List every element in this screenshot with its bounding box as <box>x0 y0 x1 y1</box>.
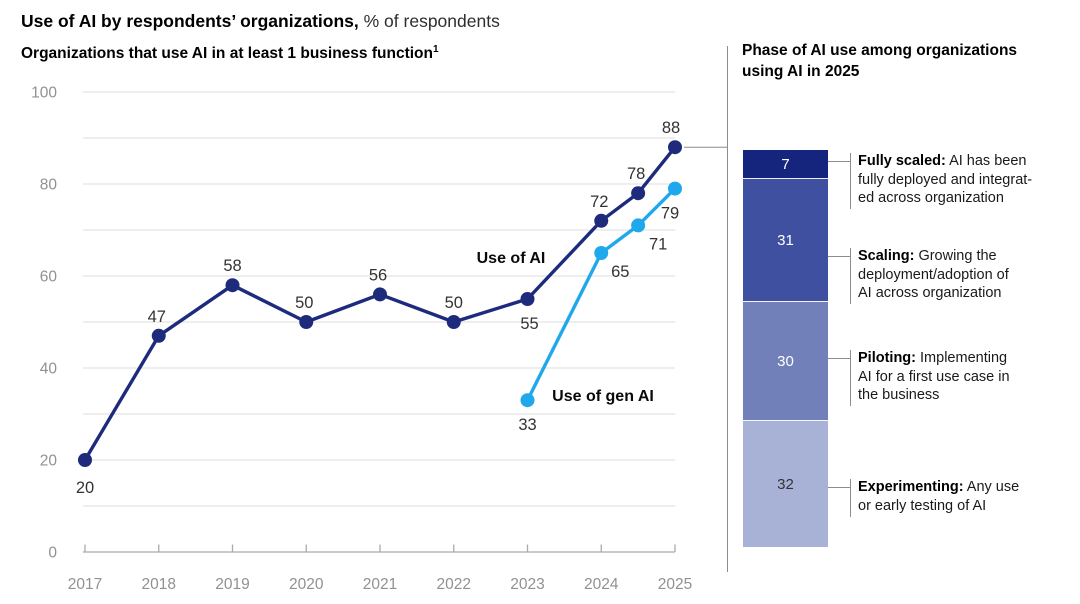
data-point-value-label: 78 <box>627 165 645 183</box>
bar-segment-value: 31 <box>777 231 794 249</box>
x-axis-label: 2017 <box>68 576 102 593</box>
y-axis-label: 100 <box>31 85 57 102</box>
y-axis-label: 40 <box>40 361 58 378</box>
page-title-bold: Use of AI by respondents’ organizations, <box>21 11 359 31</box>
data-point <box>373 287 387 302</box>
data-point-value-label: 65 <box>611 263 629 281</box>
data-point-value-label: 20 <box>76 479 94 497</box>
phase-connector-line <box>828 161 850 162</box>
data-point <box>78 453 92 467</box>
phase-connector-bracket <box>850 153 851 209</box>
bar-segment-scaling: 31 <box>743 178 828 301</box>
bar-segment-piloting: 30 <box>743 301 828 420</box>
line-chart: 0 20 40 60 80 100 2017 2018 2019 2020 2021 2022 2023… <box>31 85 727 593</box>
data-point <box>631 218 646 233</box>
data-point-value-label: 72 <box>590 193 608 211</box>
series-name-label: Use of gen AI <box>552 388 654 405</box>
data-point <box>299 315 314 329</box>
data-point <box>225 278 240 293</box>
y-axis-label: 20 <box>40 453 58 470</box>
page-title: Use of AI by respondents’ organizations,… <box>21 11 500 32</box>
data-point <box>668 181 682 196</box>
phase-connector-bracket <box>850 479 851 517</box>
x-axis-label: 2021 <box>363 576 397 593</box>
y-axis-label: 60 <box>40 269 58 286</box>
bar-segment-value: 32 <box>777 475 794 493</box>
data-point <box>520 292 535 306</box>
phase-connector-line <box>828 487 850 488</box>
x-axis-label: 2024 <box>584 576 619 593</box>
data-point <box>594 213 609 228</box>
y-axis-label: 80 <box>40 177 58 194</box>
x-axis-label: 2018 <box>142 576 176 593</box>
data-point <box>594 246 609 260</box>
data-point-value-label: 50 <box>295 294 313 312</box>
data-point <box>631 186 646 201</box>
x-axis-label: 2020 <box>289 576 324 593</box>
bar-segment-value: 7 <box>781 155 790 173</box>
panel-divider-line <box>727 46 728 572</box>
phase-connector-bracket <box>850 248 851 304</box>
data-point-value-label: 55 <box>520 315 538 333</box>
data-point <box>151 328 166 343</box>
data-point-value-label: 56 <box>369 266 387 284</box>
phase-label-scaling: Scaling: Growing the deployment/adoption… <box>858 248 1009 301</box>
data-point <box>446 315 461 329</box>
data-point-value-label: 79 <box>661 205 679 223</box>
phase-label-fully-scaled: Fully scaled: AI has been fully deployed… <box>858 153 1033 206</box>
phase-connector-line <box>828 358 850 359</box>
phase-stacked-bar: 7 31 30 32 <box>743 150 828 548</box>
data-point-value-label: 58 <box>223 257 241 275</box>
data-point-value-label: 71 <box>649 235 667 253</box>
phase-connector-bracket <box>850 350 851 406</box>
data-point-value-label: 33 <box>518 416 536 434</box>
y-axis-label: 0 <box>48 545 57 562</box>
phase-label-experimenting: Experimenting: Any use or early testing … <box>858 479 1020 514</box>
x-axis-label: 2022 <box>437 576 471 593</box>
bar-segment-value: 30 <box>777 352 794 370</box>
data-point-value-label: 47 <box>148 308 166 326</box>
x-axis-label: 2023 <box>510 576 544 593</box>
phase-label-piloting: Piloting: Implementing AI for a first us… <box>858 350 1010 403</box>
phase-connector-line <box>828 256 850 257</box>
x-axis-label: 2019 <box>215 576 249 593</box>
series-line-use-of-gen-ai <box>525 186 677 402</box>
series-line-use-of-ai <box>83 145 677 462</box>
page-title-suffix: % of respondents <box>363 11 500 31</box>
data-point-value-label: 88 <box>662 119 680 137</box>
bar-segment-experimenting: 32 <box>743 420 828 547</box>
data-point <box>668 140 682 155</box>
data-point <box>520 393 535 408</box>
chart-subtitle: Organizations that use AI in at least 1 … <box>21 44 439 63</box>
x-axis-label: 2025 <box>658 576 692 593</box>
footnote-marker: 1 <box>432 44 439 55</box>
bar-segment-fully-scaled: 7 <box>743 150 828 178</box>
data-point-value-label: 50 <box>445 294 463 312</box>
series-name-label: Use of AI <box>477 250 546 267</box>
right-panel-title: Phase of AI use among organizations usin… <box>742 42 1018 80</box>
